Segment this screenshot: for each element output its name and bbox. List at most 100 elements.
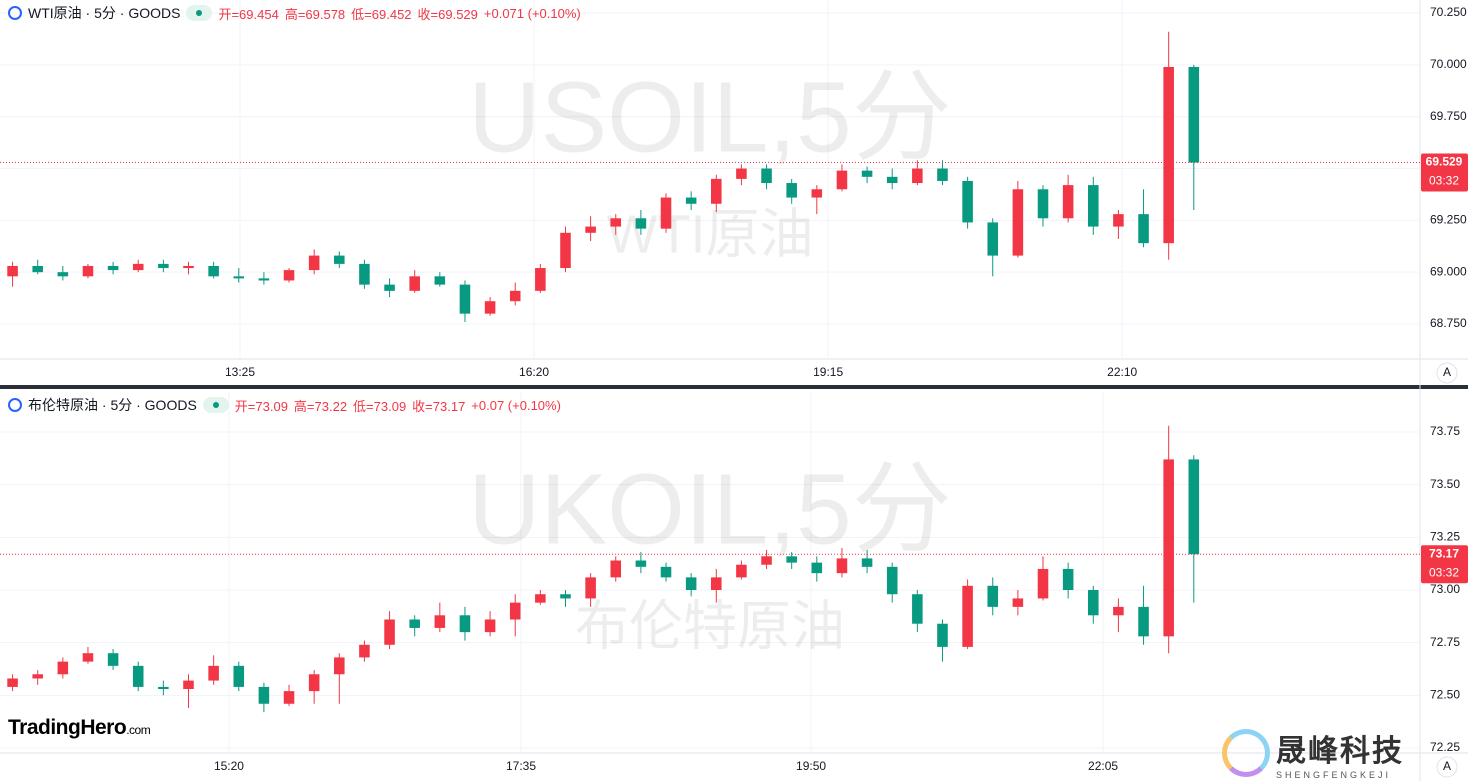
last-price-tag [1421,545,1468,584]
candle-body [57,661,69,675]
candle-body [208,265,219,277]
symbol-name: 布伦特原油 · 5分 · GOODS [28,397,197,413]
candle-body [308,255,320,271]
candle-body [484,301,496,314]
candle-body [585,577,596,599]
ohlc-value: 开=73.09 [234,398,288,414]
panel: USOIL,5分WTI原油68.75069.00069.25069.50069.… [0,0,1468,384]
candle-body [585,226,596,233]
candle-body [158,263,169,269]
last-price-label: 69.529 [1426,155,1463,169]
candle-body [886,176,898,184]
y-tick-label: 73.50 [1430,477,1460,491]
candle-body [836,170,848,190]
candle-body [484,619,496,633]
symbol-name: WTI原油 · 5分 · GOODS [28,5,181,21]
y-tick-label: 68.750 [1430,316,1467,330]
candle-body [937,168,948,181]
candle-body [7,678,18,687]
candle-body [132,665,144,687]
candle-body [359,644,370,658]
candle-body [1087,185,1099,227]
candle-body [233,276,245,279]
x-tick-label: 22:10 [1107,365,1137,379]
visibility-toggle[interactable] [186,5,213,21]
x-tick-label: 19:50 [796,759,826,773]
candle-body [761,556,772,565]
candle-body [1113,214,1124,227]
candle-body [861,170,873,177]
candle-body [836,558,848,574]
candle-body [610,560,622,578]
candle-body [736,168,747,179]
candle-body [158,686,169,690]
y-tick-label: 72.75 [1430,635,1460,649]
candle-body [283,691,295,704]
scale-button[interactable] [1436,362,1458,384]
y-tick-label: 73.25 [1430,530,1460,544]
countdown: 03:32 [1429,174,1459,188]
candle-body [560,232,571,269]
visibility-toggle[interactable] [202,397,229,413]
candle-body [962,180,973,223]
candle-body [560,594,571,599]
y-tick-label: 69.750 [1430,109,1467,123]
logo-en: SHENGFENGKEJI [1276,770,1392,780]
candle-body [258,686,270,704]
candle-body [610,218,622,227]
candle-body [1012,598,1024,607]
candle-body [811,562,823,574]
candle-body [736,564,747,578]
candle-body [334,657,345,675]
legend: 布伦特原油 · 5分 · GOODS 开=73.09 高=73.22 低=73.09 收… [8,395,561,415]
y-tick-label: 70.000 [1430,57,1467,71]
candle-body [409,276,420,291]
brand: TradingHero.com [8,716,151,740]
scale-button-label[interactable]: A [1443,365,1451,379]
candle-body [635,218,647,229]
candle-body [660,566,672,578]
watermark: UKOIL,5分 [468,453,952,565]
candle-body [1012,189,1024,256]
candle-body [183,265,194,269]
candle-body [987,585,999,607]
scale-button-label[interactable]: A [1443,759,1451,773]
candle-body [1062,568,1074,591]
x-tick-label: 22:05 [1088,759,1118,773]
candle-body [987,222,999,256]
candle-body [1113,606,1124,616]
candle-body [107,265,119,271]
candle-body [761,168,772,184]
y-tick-label: 73.75 [1430,424,1460,438]
y-tick-label: 69.000 [1430,264,1467,278]
x-tick-label: 19:15 [813,365,843,379]
logo: 晟峰科技 SHENGFENGKEJI [1222,726,1404,780]
y-tick-label: 70.250 [1430,5,1467,19]
scale-button[interactable] [1436,756,1458,778]
candle-body [711,577,722,591]
candle-body [861,558,873,567]
ohlc-value: 低=69.452 [351,6,412,22]
eye-dot [196,10,203,16]
candle-body [886,566,898,595]
ohlc-value: 收=73.17 [412,398,466,414]
candle-body [509,602,521,620]
candle-body [535,268,546,291]
countdown: 03:32 [1429,565,1459,579]
candle-body [107,653,119,666]
last-price-label: 73.17 [1429,546,1459,560]
eye-dot [212,402,219,408]
candle-body [132,263,144,271]
candle-body [1188,66,1200,163]
candle-body [434,276,446,285]
candle-body [912,168,923,184]
watermark-sub: WTI原油 [607,204,814,264]
candle-body [660,197,672,229]
candle-body [208,665,219,681]
candle-body [786,183,797,198]
candle-body [258,278,270,281]
watermark: USOIL,5分 [468,61,952,173]
candle-body [1037,568,1049,599]
